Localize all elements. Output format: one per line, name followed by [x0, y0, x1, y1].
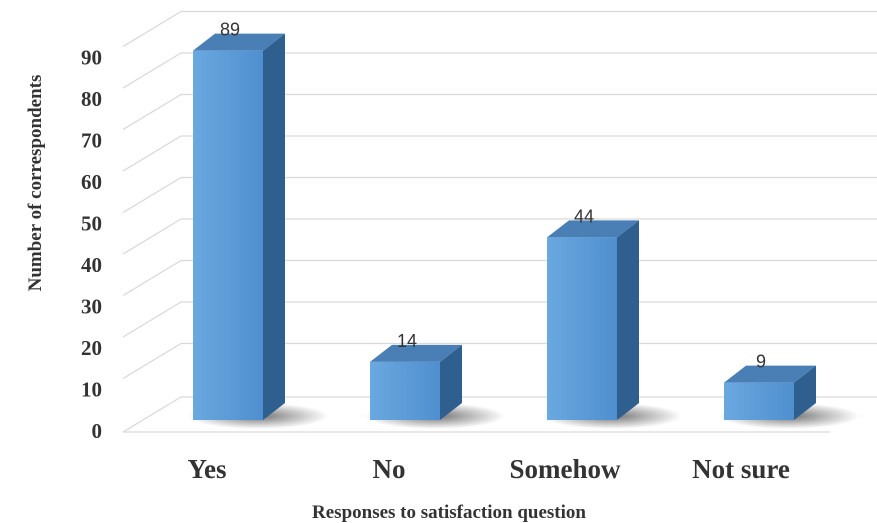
bar-top: [193, 33, 285, 51]
x-category-label: Yes: [188, 454, 227, 484]
data-labels: 89 14 44 9: [220, 20, 766, 372]
bar-yes: [188, 33, 328, 429]
bar-front: [193, 50, 263, 421]
x-category-label: Not sure: [692, 454, 790, 484]
bar-front: [370, 361, 440, 420]
bar-side: [617, 220, 639, 420]
gridline-diagonal: [122, 259, 182, 297]
bars: [188, 33, 859, 429]
gridline-diagonal: [122, 218, 182, 255]
gridline-diagonal: [122, 52, 182, 89]
y-tick-label: 90: [81, 46, 102, 70]
y-tick-label: 60: [81, 170, 102, 194]
y-tick-label: 70: [81, 129, 102, 153]
bar-front: [724, 382, 794, 420]
gridline-diagonal: [122, 342, 182, 380]
x-category-label: No: [373, 454, 406, 484]
y-tick-label: 30: [81, 295, 102, 319]
gridline-diagonal: [122, 135, 182, 172]
x-category-label: Somehow: [509, 454, 621, 484]
bar-top: [724, 365, 816, 383]
x-axis-title: Responses to satisfaction question: [312, 502, 586, 523]
y-axis-ticks: 0 10 20 30 40 50 60 70 80 90: [81, 46, 102, 444]
gridlines: [122, 10, 877, 433]
gridline-diagonal: [122, 10, 182, 48]
data-label: 44: [574, 206, 594, 226]
y-tick-label: 40: [81, 253, 102, 277]
y-tick-label: 80: [81, 87, 102, 111]
bar-side: [263, 33, 285, 421]
y-axis-title: Number of correspondents: [25, 75, 46, 292]
y-tick-label: 20: [81, 336, 102, 360]
x-axis-categories: Yes No Somehow Not sure: [188, 454, 790, 484]
data-label: 89: [220, 20, 240, 40]
bar-top: [370, 344, 462, 362]
bar-side: [794, 365, 816, 420]
y-tick-label: 0: [92, 419, 103, 443]
bar-no: [365, 344, 505, 429]
gridline-diagonal: [122, 93, 182, 131]
gridline-diagonal: [122, 176, 182, 214]
data-label: 14: [397, 331, 417, 351]
bar-somehow: [542, 220, 682, 429]
gridline-diagonal: [122, 396, 182, 433]
data-label: 9: [756, 352, 766, 372]
bar-front: [547, 237, 617, 420]
gridline-diagonal: [122, 301, 182, 338]
y-tick-label: 50: [81, 212, 102, 236]
bar-not-sure: [719, 365, 859, 429]
y-tick-label: 10: [81, 378, 102, 402]
bar-top: [547, 220, 639, 238]
bar-side: [440, 344, 462, 420]
